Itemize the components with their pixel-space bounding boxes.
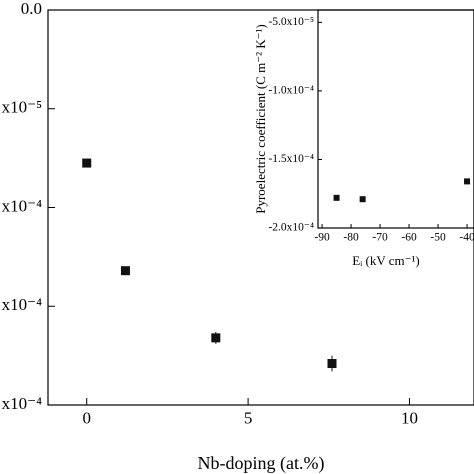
y-tick-label: x10⁻⁴ bbox=[2, 196, 42, 215]
marker bbox=[359, 196, 366, 203]
marker bbox=[82, 158, 92, 168]
y-tick-label: -5.0x10⁻⁵ bbox=[268, 16, 314, 28]
x-axis-label: Eᵢ (kV cm⁻¹) bbox=[352, 253, 420, 268]
plot-frame bbox=[317, 9, 474, 229]
y-tick-label: -2.0x10⁻⁴ bbox=[268, 222, 314, 234]
y-tick-label: x10⁻⁵ bbox=[2, 98, 42, 117]
x-tick-label: -50 bbox=[430, 231, 446, 243]
x-tick-label: -70 bbox=[372, 231, 388, 243]
marker bbox=[327, 359, 337, 369]
y-tick-label: x10⁻⁴ bbox=[2, 394, 42, 413]
x-axis-label: Nb-doping (at.%) bbox=[198, 453, 325, 474]
x-tick-label: 10 bbox=[401, 408, 418, 427]
y-tick-label: x10⁻⁴ bbox=[2, 295, 42, 314]
y-tick-label: -1.0x10⁻⁴ bbox=[268, 85, 314, 97]
x-tick-label: -90 bbox=[314, 231, 330, 243]
marker bbox=[211, 333, 221, 343]
marker bbox=[120, 266, 130, 276]
x-tick-label: -80 bbox=[343, 231, 359, 243]
marker bbox=[464, 178, 471, 185]
y-tick-label: -1.5x10⁻⁴ bbox=[268, 153, 314, 165]
x-tick-label: -40 bbox=[459, 231, 474, 243]
x-tick-label: 5 bbox=[244, 408, 253, 427]
y-axis-label: Pyroelectric coefficient (C m⁻² K⁻¹) bbox=[253, 24, 268, 214]
y-tick-label: 0.0 bbox=[21, 0, 42, 18]
x-tick-label: 0 bbox=[82, 408, 91, 427]
marker bbox=[333, 194, 340, 201]
x-tick-label: -60 bbox=[401, 231, 417, 243]
